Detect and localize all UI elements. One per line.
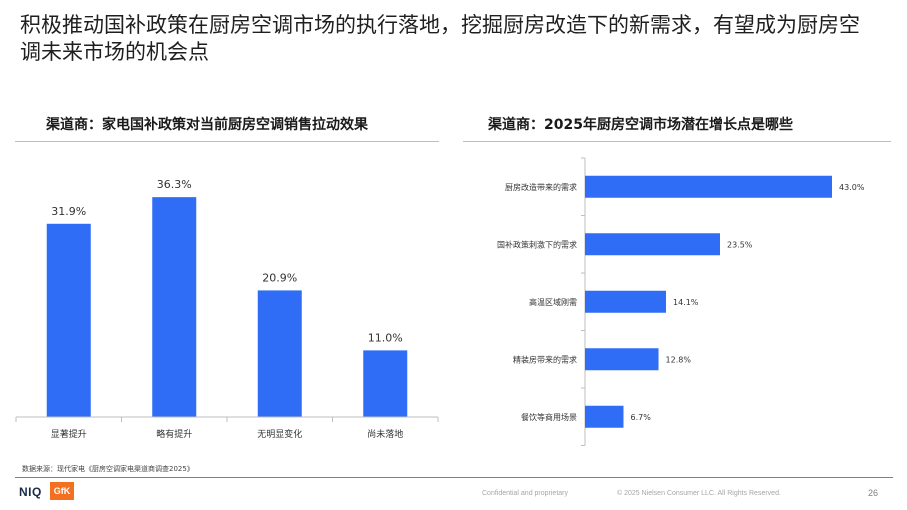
left-title-divider bbox=[15, 141, 439, 142]
bar bbox=[152, 197, 197, 417]
niq-logo: NIQ bbox=[19, 485, 42, 499]
x-tick-label: 显著提升 bbox=[51, 428, 87, 440]
bar-value-label: 12.8% bbox=[666, 355, 692, 364]
confidential-note: Confidential and proprietary bbox=[482, 490, 568, 497]
y-tick-label: 国补政策刺激下的需求 bbox=[497, 239, 577, 249]
right-chart-title: 渠道商：2025年厨房空调市场潜在增长点是哪些 bbox=[488, 117, 793, 133]
bar-value-label: 11.0% bbox=[368, 331, 403, 344]
bar bbox=[46, 223, 91, 417]
bar bbox=[363, 350, 408, 417]
y-tick-label: 餐饮等商用场景 bbox=[521, 412, 577, 422]
y-tick-label: 高温区域刚需 bbox=[529, 297, 577, 307]
bar bbox=[585, 175, 832, 198]
x-tick-label: 无明显变化 bbox=[257, 428, 302, 440]
footer-divider bbox=[15, 477, 893, 478]
x-tick-label: 略有提升 bbox=[156, 428, 192, 440]
bar-value-label: 6.7% bbox=[630, 413, 651, 422]
bar bbox=[585, 405, 624, 428]
bar-value-label: 14.1% bbox=[673, 298, 699, 307]
vertical-bar-chart: 31.9% 显著提升 36.3% 略有提升 20.9% 无明显变化 11.0% 尚未落地 bbox=[15, 178, 439, 440]
bar-value-label: 31.9% bbox=[51, 205, 86, 218]
bar-value-label: 36.3% bbox=[157, 178, 192, 191]
y-tick-label: 厨房改造带来的需求 bbox=[505, 182, 577, 192]
page-number: 26 bbox=[868, 488, 879, 498]
bar-value-label: 43.0% bbox=[839, 183, 865, 192]
x-tick-label: 尚未落地 bbox=[367, 428, 403, 440]
gfk-logo: GfK bbox=[50, 482, 74, 500]
left-chart-title: 渠道商：家电国补政策对当前厨房空调销售拉动效果 bbox=[46, 117, 368, 133]
bar bbox=[585, 233, 720, 256]
bar-value-label: 23.5% bbox=[727, 240, 753, 249]
copyright-note: © 2025 Nielsen Consumer LLC. All Rights … bbox=[617, 490, 781, 497]
y-tick-label: 精装房带来的需求 bbox=[513, 354, 577, 364]
bar bbox=[585, 290, 666, 313]
data-source-note: 数据来源：现代家电《厨房空调家电渠道商调查2025》 bbox=[22, 465, 194, 473]
bar bbox=[585, 348, 659, 371]
page-title: 积极推动国补政策在厨房空调市场的执行落地，挖掘厨房改造下的新需求，有望成为厨房空… bbox=[20, 13, 860, 64]
horizontal-bar-chart: 厨房改造带来的需求 43.0% 国补政策刺激下的需求 23.5% 高温区域刚需 14.1%… bbox=[497, 157, 865, 446]
bar-value-label: 20.9% bbox=[262, 271, 297, 284]
bar bbox=[257, 290, 302, 417]
right-title-divider bbox=[463, 141, 891, 142]
